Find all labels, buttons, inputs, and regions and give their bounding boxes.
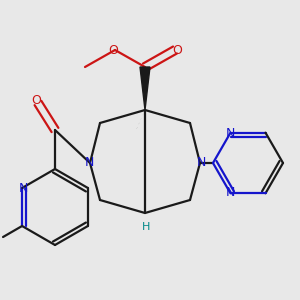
Text: O: O	[108, 44, 118, 56]
Text: N: N	[226, 186, 235, 199]
Text: N: N	[18, 182, 28, 194]
Text: N: N	[196, 157, 206, 169]
Text: O: O	[172, 44, 182, 56]
Text: N: N	[84, 157, 94, 169]
Text: O: O	[31, 94, 41, 107]
Polygon shape	[140, 67, 150, 110]
Text: N: N	[226, 127, 235, 140]
Text: H: H	[142, 222, 150, 232]
